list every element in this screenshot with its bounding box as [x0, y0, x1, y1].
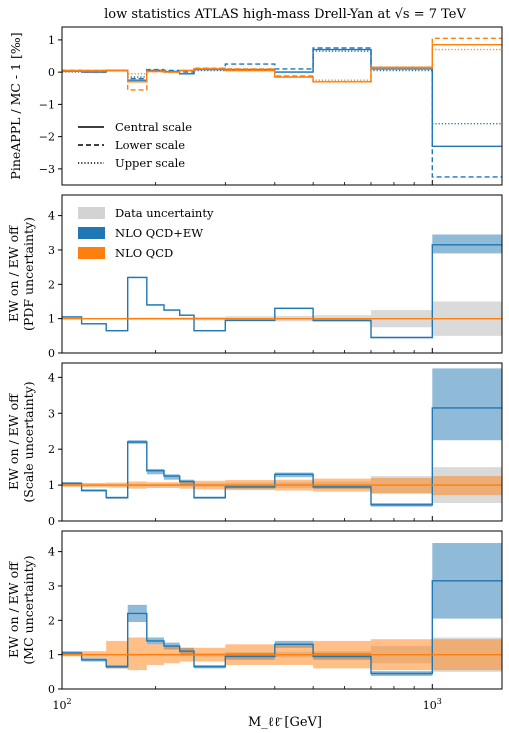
qcd-ew-solid-step-line [62, 407, 502, 506]
y-tick-label: 4 [48, 371, 55, 384]
qcd-ew-solid-step-line [62, 244, 502, 339]
y-tick-label: 4 [48, 546, 55, 559]
y-tick-label: 0 [48, 683, 55, 696]
x-tick-label: 102 [52, 697, 71, 712]
legend-entry-label: NLO QCD [115, 246, 173, 260]
panel-frame [61, 530, 503, 690]
y-tick-label: 0 [48, 347, 55, 360]
panel-plot-area [62, 37, 502, 178]
y-tick-label: 0 [48, 66, 55, 79]
y-tick-label: 2 [48, 278, 55, 291]
y-tick-label: −3 [39, 163, 55, 176]
panel-2: 0 1 2 3 4 EW on / EW off (PDF uncertainty) Data… [6, 194, 503, 360]
y-tick-label: 4 [48, 210, 55, 223]
panel-3: 0 1 2 3 4 EW on / EW off (Scale uncertainty) [6, 362, 503, 528]
panel-plot-area [62, 543, 502, 676]
y-axis-label: EW on / EW off [6, 225, 21, 322]
y-tick-label: 1 [48, 479, 55, 492]
qcd-band-bar [127, 637, 147, 671]
y-axis-label-secondary: (PDF uncertainty) [21, 217, 36, 331]
y-tick-label: −2 [39, 131, 55, 144]
y-tick-label: 2 [48, 614, 55, 627]
y-axis-label: PineAPPL / MC - 1 [‰] [8, 32, 23, 179]
y-axis-label: EW on / EW off [6, 561, 21, 658]
y-tick-label: 3 [48, 244, 55, 257]
x-axis-label: M_ℓℓ̄ [GeV] [248, 715, 322, 730]
y-tick-label: 3 [48, 580, 55, 593]
y-tick-label: 3 [48, 407, 55, 420]
legend-entry-label: Upper scale [115, 156, 185, 170]
panel-4: 0 1 2 3 4 EW on / EW off (MC uncertainty) [6, 530, 503, 696]
qcd-dashed-step-line [62, 37, 502, 91]
legend-entry-label: NLO QCD+EW [115, 226, 203, 240]
panel-plot-area [62, 234, 502, 339]
y-axis-label-secondary: (MC uncertainty) [21, 555, 36, 664]
panel-frame [61, 362, 503, 522]
y-tick-label: −1 [39, 98, 55, 111]
y-tick-label: 1 [48, 313, 55, 326]
panel-frame [61, 194, 503, 354]
qcd-ew-band-bar [432, 368, 502, 441]
panel-frame [61, 26, 503, 186]
qcd-ew-solid-step-line [62, 580, 502, 675]
panel-plot-area [62, 368, 502, 507]
y-tick-label: 2 [48, 443, 55, 456]
qcd-ew-band-bar [432, 234, 502, 254]
y-tick-label: 1 [48, 649, 55, 662]
chart-title: low statistics ATLAS high-mass Drell-Yan… [104, 7, 466, 22]
y-axis-label-secondary: (Scale uncertainty) [21, 381, 36, 502]
qcd-dotted-step-line [62, 48, 502, 81]
legend-entry-label: Lower scale [115, 138, 185, 152]
qcd-ew-dotted-step-line [62, 50, 502, 125]
legend-swatch [78, 207, 105, 219]
qcd-ew-band-bar [146, 468, 165, 475]
legend-swatch [78, 227, 105, 239]
y-tick-label: 1 [48, 34, 55, 47]
x-tick-label: 103 [423, 697, 442, 712]
y-axis-label: EW on / EW off [6, 393, 21, 490]
panel-1: −3 −2 −1 0 1 PineAPPL / MC - 1 [‰] Central sca… [8, 26, 503, 186]
legend-entry-label: Data uncertainty [115, 206, 214, 220]
legend-swatch [78, 247, 105, 259]
y-tick-label: 0 [48, 515, 55, 528]
qcd-ew-band-bar [164, 474, 180, 480]
legend-entry-label: Central scale [115, 120, 192, 134]
